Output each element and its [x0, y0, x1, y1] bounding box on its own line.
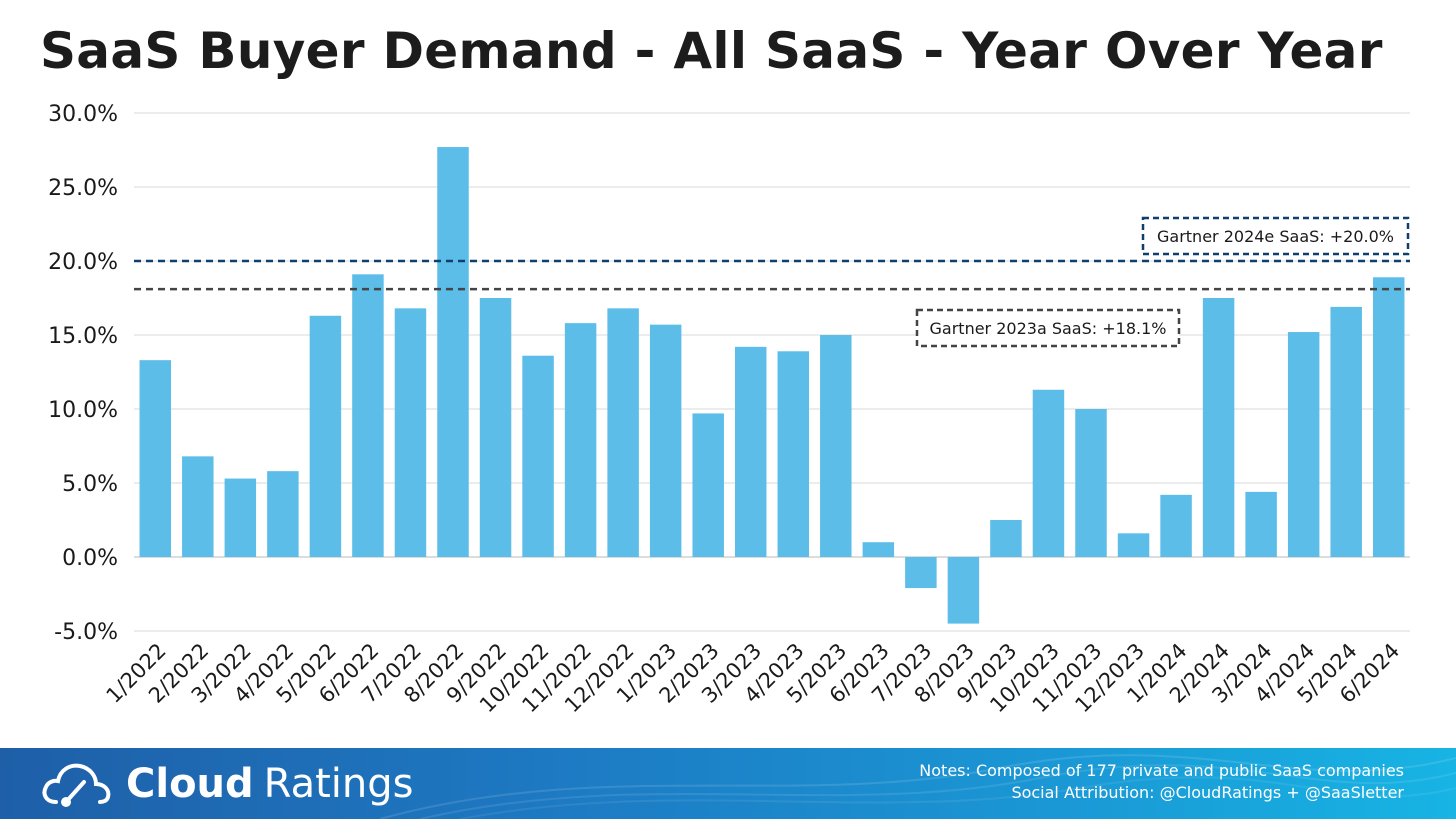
bar: [479, 298, 512, 557]
bar: [1032, 389, 1065, 557]
reference-label: Gartner 2023a SaaS: +18.1%: [930, 319, 1167, 338]
bar: [905, 557, 937, 589]
footer-notes: Notes: Composed of 177 private and publi…: [919, 760, 1404, 804]
y-tick-label: 25.0%: [48, 176, 118, 201]
reference-label: Gartner 2024e SaaS: +20.0%: [1157, 227, 1394, 246]
y-tick-label: 5.0%: [62, 472, 118, 497]
bar: [777, 351, 810, 557]
bar: [1287, 332, 1320, 557]
bar: [267, 471, 299, 557]
bar: [990, 520, 1022, 557]
bar: [394, 308, 427, 557]
bar: [1372, 277, 1405, 557]
reference-label-box: [1141, 216, 1410, 256]
bar: [947, 557, 980, 624]
bar: [820, 335, 852, 557]
bar: [309, 315, 342, 557]
brand-name-light: Ratings: [263, 761, 414, 807]
brand-logo: Cloud Ratings: [40, 758, 413, 810]
y-tick-label: -5.0%: [54, 620, 118, 645]
reference-label-box: [915, 308, 1181, 348]
bar: [1245, 491, 1277, 557]
bar: [1117, 533, 1150, 557]
brand-name: Cloud Ratings: [126, 761, 413, 807]
brand-name-bold: Cloud: [126, 761, 254, 807]
y-tick-label: 15.0%: [48, 324, 118, 349]
bar: [182, 456, 214, 557]
bar: [352, 274, 384, 557]
notes-line-2: Social Attribution: @CloudRatings + @Saa…: [1011, 783, 1404, 802]
bar: [1160, 494, 1192, 557]
y-tick-label: 20.0%: [48, 250, 118, 275]
y-tick-label: 10.0%: [48, 398, 118, 423]
bar: [692, 413, 724, 557]
bar: [607, 308, 639, 557]
notes-line-1: Notes: Composed of 177 private and publi…: [919, 761, 1404, 780]
footer-banner: Cloud Ratings Notes: Composed of 177 priv…: [0, 748, 1456, 819]
bar: [649, 324, 682, 557]
bar: [734, 346, 767, 557]
chart-title: SaaS Buyer Demand - All SaaS - Year Over…: [40, 22, 1383, 80]
bar-chart: -5.0%0.0%5.0%10.0%15.0%20.0%25.0%30.0%1/…: [48, 102, 1410, 717]
bar: [1202, 298, 1235, 557]
cloud-gauge-icon: [42, 763, 111, 807]
bar: [862, 542, 895, 557]
bar: [522, 355, 554, 557]
y-tick-label: 30.0%: [48, 102, 118, 127]
bar: [1330, 306, 1362, 557]
y-tick-label: 0.0%: [62, 546, 118, 571]
bar: [437, 147, 469, 558]
bar: [1075, 409, 1107, 557]
bar: [139, 360, 172, 557]
bar: [224, 478, 257, 557]
bar: [564, 323, 597, 557]
footer-wave-decoration: [379, 754, 1456, 819]
